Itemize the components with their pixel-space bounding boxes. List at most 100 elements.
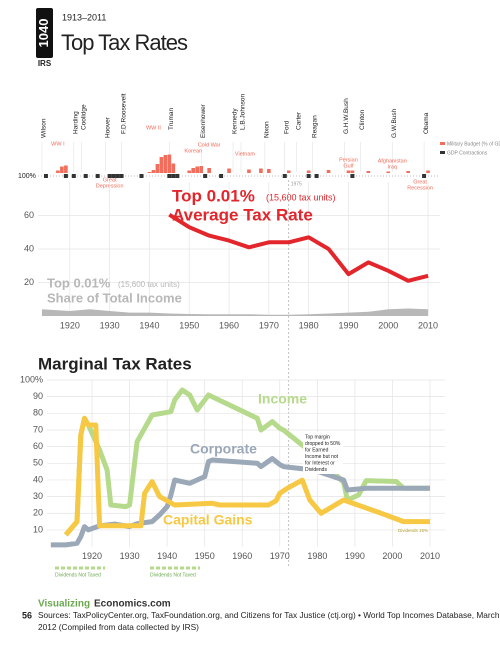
- president: Obama: [423, 112, 430, 134]
- military-bar: [199, 166, 203, 173]
- dividends-label: Dividends 15%: [398, 528, 428, 533]
- military-bar: [171, 163, 176, 173]
- gdp-contraction: [350, 174, 355, 178]
- military-bar: [346, 170, 351, 173]
- president: Hoover: [104, 116, 111, 138]
- x-tick-label: 1960: [219, 320, 239, 330]
- x-tick-label: 1970: [259, 320, 279, 330]
- y-tick-label: 30: [33, 491, 43, 501]
- military-bar: [60, 166, 64, 173]
- war-label: Cold War: [198, 142, 221, 148]
- gdp-contraction: [111, 174, 116, 178]
- y-tick-label: 20: [24, 277, 34, 287]
- president: G.W.Bush: [391, 108, 398, 138]
- series-name: Share of Total Income: [47, 290, 182, 305]
- series-label: Income: [258, 391, 307, 407]
- legend-label: GDP Contractions: [447, 150, 488, 156]
- area: [41, 308, 429, 316]
- page-title: Top Tax Rates: [61, 30, 188, 55]
- gdp-contraction: [175, 174, 180, 178]
- y-tick-label: 80: [33, 408, 43, 418]
- military-bar: [227, 168, 231, 173]
- military-bar: [207, 168, 211, 173]
- baseline-label: 100%: [18, 173, 36, 180]
- x-tick-label: 2010: [420, 551, 440, 561]
- badge-text: 1040: [36, 19, 51, 48]
- page-number: 56: [22, 610, 32, 620]
- war-label: Recession: [407, 185, 433, 191]
- president: G.H.W.Bush: [343, 98, 350, 134]
- line: [168, 213, 429, 283]
- annotation: dropped to 50%: [305, 441, 341, 447]
- gdp-contraction: [171, 174, 176, 178]
- military-bar: [151, 170, 156, 173]
- y-tick-label: 20: [33, 508, 43, 518]
- annotation: for Earned: [305, 447, 329, 453]
- x-tick-label: 1950: [179, 320, 199, 330]
- military-bar: [267, 169, 271, 173]
- military-bar: [326, 170, 331, 173]
- dividends-label: Dividends Not Taxed: [150, 572, 196, 578]
- gdp-contraction: [43, 174, 48, 178]
- military-bar: [406, 171, 410, 173]
- war-label: Vietnam: [235, 151, 255, 157]
- president: Truman: [168, 107, 175, 130]
- x-tick-label: 1990: [338, 320, 358, 330]
- military-bar: [155, 164, 160, 173]
- gdp-contraction: [422, 174, 427, 178]
- military-bar: [286, 170, 291, 173]
- gdp-contraction: [63, 174, 68, 178]
- x-tick-label: 2010: [418, 320, 438, 330]
- military-bar: [195, 166, 200, 173]
- line: [50, 456, 430, 548]
- military-bar: [167, 154, 172, 173]
- chart-title: Marginal Tax Rates: [38, 354, 192, 373]
- series-prefix: Top 0.01%: [47, 275, 111, 290]
- annotation: Dividends: [305, 467, 327, 473]
- x-tick-label: 1940: [139, 320, 159, 330]
- gdp-contraction: [95, 174, 100, 178]
- military-bar: [386, 171, 391, 173]
- annotation-box: [303, 432, 343, 474]
- military-bar: [187, 170, 192, 173]
- line: [63, 415, 430, 537]
- x-tick-label: 1980: [307, 551, 327, 561]
- president: Ford: [283, 120, 290, 134]
- military-bar: [159, 157, 164, 173]
- war-label: Persian: [339, 157, 358, 163]
- war-label: Afghanistan: [378, 158, 407, 164]
- series-note: (15,600 tax units): [266, 192, 336, 202]
- x-tick-label: 1920: [82, 551, 102, 561]
- war-label: Korean: [184, 148, 202, 154]
- gdp-contraction: [107, 174, 112, 178]
- x-tick-label: 1930: [120, 551, 140, 561]
- military-bar: [259, 168, 263, 173]
- gdp-contraction: [83, 174, 88, 178]
- legend-swatch: [440, 151, 445, 154]
- series-note: (15,600 tax units): [118, 280, 180, 289]
- site-b: Economics.com: [94, 599, 171, 610]
- x-tick-label: 1940: [157, 551, 177, 561]
- dividends-label: Dividends Not Taxed: [55, 572, 101, 578]
- y-tick-label: 40: [33, 474, 43, 484]
- annotation: Top margin: [305, 434, 330, 440]
- site-a: Visualizing: [38, 599, 90, 610]
- annotation: Income but not: [305, 454, 339, 460]
- x-tick-label: 1950: [195, 551, 215, 561]
- y-tick-label: 10: [33, 524, 43, 534]
- series-label: Capital Gains: [163, 512, 253, 528]
- president: Eisenhower: [200, 103, 207, 138]
- president: F.D.Roosevelt: [120, 93, 127, 134]
- gdp-contraction: [203, 174, 208, 178]
- military-bar: [306, 170, 311, 173]
- president: Coolidge: [81, 104, 88, 130]
- annotation: for Interest or: [305, 460, 335, 466]
- president: L.B.Johnson: [240, 93, 247, 130]
- x-tick-label: 1980: [299, 320, 319, 330]
- y-tick-label: 60: [24, 210, 34, 220]
- legend-swatch: [440, 142, 445, 145]
- military-bar: [147, 172, 152, 173]
- military-bar: [191, 168, 196, 173]
- gdp-contraction: [167, 174, 172, 178]
- legend-label: Military Budget (% of GDP): [447, 141, 500, 147]
